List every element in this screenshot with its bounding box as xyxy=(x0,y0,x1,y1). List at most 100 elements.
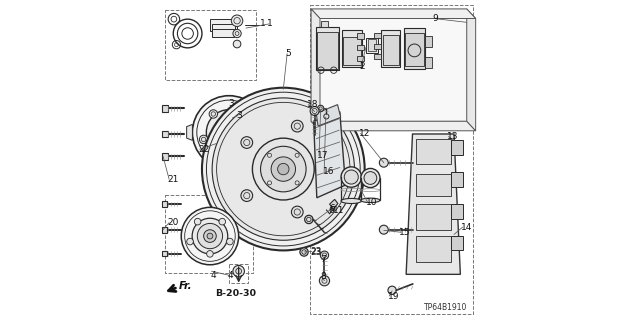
Bar xyxy=(416,204,451,230)
Polygon shape xyxy=(317,32,338,69)
Text: 4: 4 xyxy=(227,271,233,280)
Text: 17: 17 xyxy=(317,151,329,160)
Text: TP64B1910: TP64B1910 xyxy=(424,303,467,312)
Bar xyxy=(367,39,376,51)
Text: 16: 16 xyxy=(323,167,334,176)
Polygon shape xyxy=(467,9,476,131)
Polygon shape xyxy=(212,29,234,37)
Bar xyxy=(357,56,364,61)
Text: 19: 19 xyxy=(388,292,399,300)
Circle shape xyxy=(310,107,319,115)
Text: 8: 8 xyxy=(320,272,326,281)
Polygon shape xyxy=(162,201,167,207)
Bar xyxy=(451,236,463,250)
Text: 4: 4 xyxy=(211,271,216,280)
Polygon shape xyxy=(343,37,361,65)
Circle shape xyxy=(225,151,234,160)
Circle shape xyxy=(204,230,216,242)
Text: 23: 23 xyxy=(310,248,322,256)
Polygon shape xyxy=(311,121,476,131)
Polygon shape xyxy=(321,21,328,27)
Circle shape xyxy=(300,248,308,256)
Text: 3: 3 xyxy=(236,111,242,120)
Circle shape xyxy=(271,157,296,181)
Bar xyxy=(451,204,463,219)
Circle shape xyxy=(181,207,239,265)
Text: 22: 22 xyxy=(198,145,209,154)
Circle shape xyxy=(207,233,213,239)
Text: 5: 5 xyxy=(285,49,291,58)
Polygon shape xyxy=(311,9,476,19)
Circle shape xyxy=(252,138,314,200)
Circle shape xyxy=(344,170,358,184)
Text: 21: 21 xyxy=(168,175,179,184)
Ellipse shape xyxy=(361,198,380,203)
Circle shape xyxy=(206,110,252,155)
Bar xyxy=(357,45,364,50)
Polygon shape xyxy=(383,35,399,65)
Text: 10: 10 xyxy=(366,198,378,207)
Text: 7: 7 xyxy=(320,255,326,264)
Polygon shape xyxy=(162,227,167,233)
Circle shape xyxy=(212,98,355,240)
Circle shape xyxy=(305,215,313,224)
Text: 18: 18 xyxy=(307,100,318,109)
Circle shape xyxy=(268,181,271,185)
Circle shape xyxy=(260,146,306,192)
Text: 1: 1 xyxy=(268,19,273,28)
Circle shape xyxy=(233,40,241,48)
Circle shape xyxy=(320,251,328,259)
Bar xyxy=(416,174,451,196)
Circle shape xyxy=(227,238,233,245)
Circle shape xyxy=(324,114,329,119)
Polygon shape xyxy=(162,251,167,256)
Text: 9: 9 xyxy=(432,14,438,23)
Circle shape xyxy=(233,265,244,277)
Polygon shape xyxy=(425,36,431,47)
Circle shape xyxy=(233,29,241,38)
Text: 2: 2 xyxy=(360,63,365,71)
Bar xyxy=(451,172,463,187)
Bar xyxy=(374,33,381,38)
Circle shape xyxy=(220,123,238,142)
Polygon shape xyxy=(314,112,346,198)
Polygon shape xyxy=(311,9,467,121)
Polygon shape xyxy=(162,105,168,112)
Circle shape xyxy=(250,135,259,144)
Polygon shape xyxy=(404,28,425,69)
Circle shape xyxy=(219,218,225,225)
Circle shape xyxy=(278,163,289,175)
Circle shape xyxy=(209,110,218,118)
Circle shape xyxy=(193,96,266,169)
Bar xyxy=(416,236,451,262)
Circle shape xyxy=(241,190,253,202)
Circle shape xyxy=(225,128,234,137)
Polygon shape xyxy=(381,30,401,67)
Circle shape xyxy=(364,172,377,184)
Text: Fr.: Fr. xyxy=(179,280,193,291)
Circle shape xyxy=(380,225,388,234)
Polygon shape xyxy=(210,19,237,31)
Polygon shape xyxy=(406,134,460,274)
Circle shape xyxy=(319,276,330,286)
Polygon shape xyxy=(342,30,362,67)
Text: 15: 15 xyxy=(399,228,411,237)
Polygon shape xyxy=(162,131,168,137)
Bar xyxy=(374,44,381,49)
Circle shape xyxy=(241,137,253,148)
Text: 6: 6 xyxy=(328,206,333,215)
Circle shape xyxy=(295,153,299,157)
Circle shape xyxy=(291,120,303,132)
Polygon shape xyxy=(330,199,338,209)
Polygon shape xyxy=(212,24,236,34)
Circle shape xyxy=(361,168,380,188)
Polygon shape xyxy=(425,57,431,68)
Circle shape xyxy=(213,116,245,149)
Circle shape xyxy=(192,218,228,254)
Circle shape xyxy=(323,163,334,175)
Text: 13: 13 xyxy=(447,132,458,141)
Polygon shape xyxy=(311,9,320,131)
Text: 12: 12 xyxy=(359,129,371,138)
Circle shape xyxy=(231,15,243,26)
Circle shape xyxy=(195,218,201,225)
